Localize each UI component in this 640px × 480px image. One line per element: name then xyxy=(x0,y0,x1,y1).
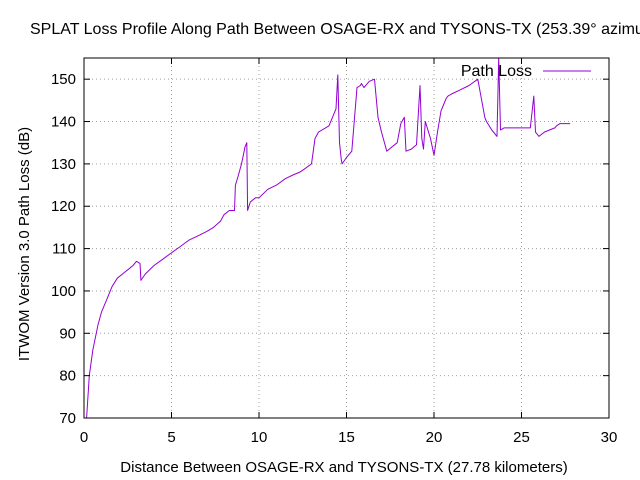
x-tick-label-25: 25 xyxy=(513,429,530,446)
y-tick-label-120: 120 xyxy=(51,198,76,215)
x-tick-label-15: 15 xyxy=(338,429,355,446)
series-line-path-loss xyxy=(86,57,571,419)
y-tick-label-150: 150 xyxy=(51,71,76,88)
y-tick-label-110: 110 xyxy=(52,241,76,258)
series-layer xyxy=(86,57,571,419)
axis-ticks: 0 5 10 15 20 25 30 70 80 90 100 110 120 130 140 150 xyxy=(51,58,617,446)
legend-label-path-loss: Path Loss xyxy=(461,63,532,80)
grid-lines xyxy=(84,58,609,418)
y-axis-label: ITWOM Version 3.0 Path Loss (dB) xyxy=(16,127,33,361)
y-tick-label-100: 100 xyxy=(51,283,76,300)
x-tick-label-10: 10 xyxy=(251,429,268,446)
x-tick-label-0: 0 xyxy=(80,429,88,446)
y-tick-label-130: 130 xyxy=(51,156,76,173)
x-axis-label: Distance Between OSAGE-RX and TYSONS-TX … xyxy=(120,459,567,476)
x-tick-label-30: 30 xyxy=(601,429,618,446)
y-tick-label-90: 90 xyxy=(59,325,76,342)
legend: Path Loss xyxy=(461,63,591,80)
y-tick-label-140: 140 xyxy=(51,114,76,131)
y-tick-label-70: 70 xyxy=(59,410,76,427)
x-tick-label-5: 5 xyxy=(167,429,175,446)
x-tick-label-20: 20 xyxy=(426,429,443,446)
chart-title: SPLAT Loss Profile Along Path Between OS… xyxy=(30,21,640,38)
y-tick-label-80: 80 xyxy=(59,368,76,385)
